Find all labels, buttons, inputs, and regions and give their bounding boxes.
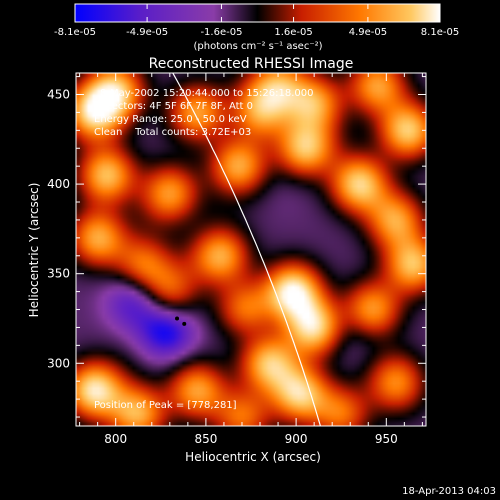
peak-marker xyxy=(175,316,187,326)
minimum-marker xyxy=(182,321,187,326)
colorbar-gradient xyxy=(74,3,441,23)
info-time: 8-May-2002 15:20:44.000 to 15:26:18.000 xyxy=(100,88,313,99)
heatmap-plot: 800 850 900 950 300 350 400 450 xyxy=(47,72,427,446)
colorbar-tick-label: -1.6e-05 xyxy=(200,27,242,38)
x-tick-label: 900 xyxy=(285,432,308,446)
minimum-marker xyxy=(175,316,180,321)
x-axis-label: Heliocentric X (arcsec) xyxy=(185,450,321,464)
observation-info: 8-May-2002 15:20:44.000 to 15:26:18.000 … xyxy=(94,88,313,138)
colorbar-tick-label: -8.1e-05 xyxy=(54,27,96,38)
x-tick-label: 950 xyxy=(375,432,398,446)
y-tick-label: 450 xyxy=(47,88,70,102)
plot-frame xyxy=(75,72,427,427)
x-tick-label: 850 xyxy=(194,432,217,446)
y-tick-label: 350 xyxy=(47,267,70,281)
solar-limb-curve xyxy=(172,73,322,426)
y-tick-label: 300 xyxy=(47,356,70,370)
colorbar-tick-label: 8.1e-05 xyxy=(421,27,459,38)
colorbar-ticks: -8.1e-05 -4.9e-05 -1.6e-05 1.6e-05 4.9e-05 8.… xyxy=(54,4,459,38)
info-detectors: Detectors: 4F 5F 6F 7F 8F, Att 0 xyxy=(94,101,253,112)
footer-date: 18-Apr-2013 04:03 xyxy=(402,486,496,497)
y-axis-label: Heliocentric Y (arcsec) xyxy=(27,183,41,318)
colorbar-tick-label: -4.9e-05 xyxy=(126,27,168,38)
info-energy: Energy Range: 25.0 - 50.0 keV xyxy=(94,114,247,125)
y-tick-label: 400 xyxy=(47,177,70,191)
axis-ticks: 800 850 900 950 300 350 400 450 xyxy=(47,73,426,446)
heatmap-image xyxy=(76,73,426,426)
peak-position-label: Position of Peak = [778,281] xyxy=(94,400,237,411)
chart-title: Reconstructed RHESSI Image xyxy=(149,56,354,72)
info-clean: Clean Total counts: 3.72E+03 xyxy=(94,127,251,138)
colorbar-unit-label: (photons cm⁻² s⁻¹ asec⁻²) xyxy=(193,41,322,52)
colorbar: -8.1e-05 -4.9e-05 -1.6e-05 1.6e-05 4.9e-05 8.… xyxy=(54,3,459,52)
x-tick-label: 800 xyxy=(104,432,127,446)
colorbar-tick-label: 1.6e-05 xyxy=(274,27,312,38)
colorbar-tick-label: 4.9e-05 xyxy=(349,27,387,38)
